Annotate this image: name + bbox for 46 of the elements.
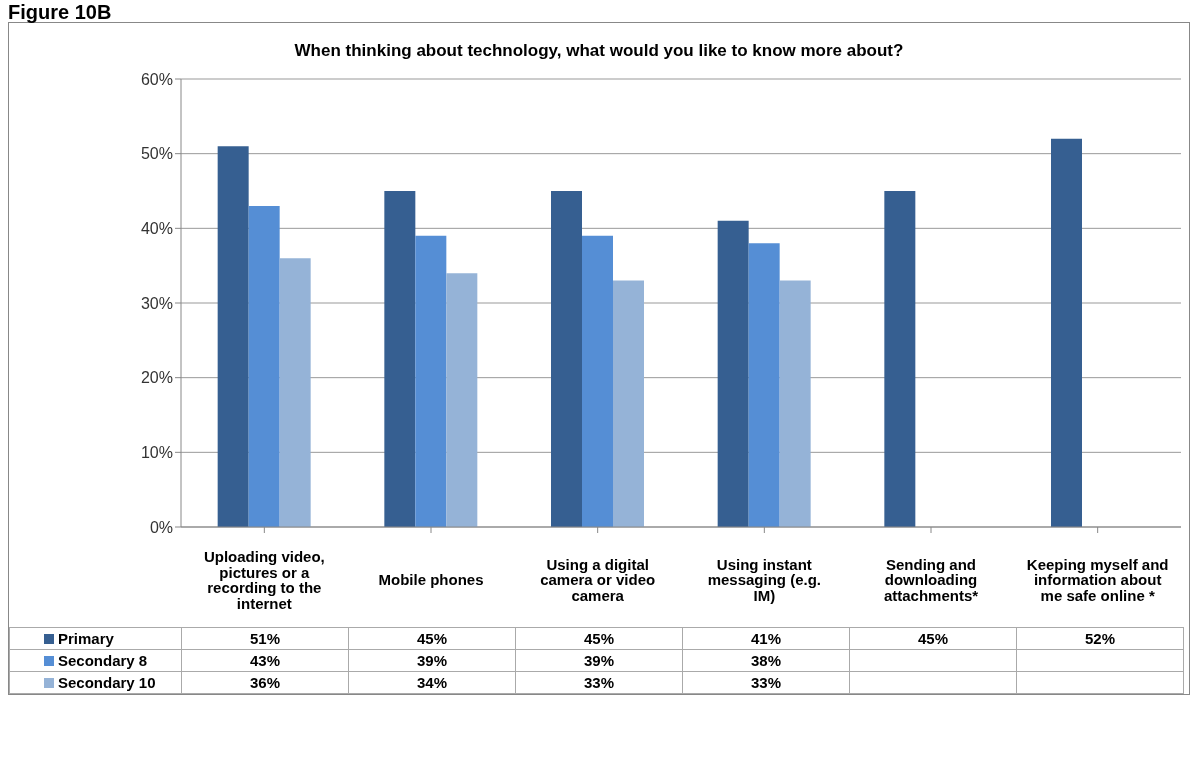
bar bbox=[551, 191, 582, 527]
data-label: 33% bbox=[682, 671, 850, 694]
bar bbox=[717, 220, 749, 527]
data-label: 45% bbox=[515, 627, 683, 650]
data-label: 52% bbox=[1016, 627, 1184, 650]
bar bbox=[248, 205, 280, 527]
bar bbox=[613, 280, 644, 527]
x-tick-label: Using instant messaging (e.g. IM) bbox=[707, 555, 822, 604]
x-tick-label: Sending and downloading attachments* bbox=[883, 555, 979, 604]
y-tick-label: 20% bbox=[140, 369, 173, 387]
legend-label: Secondary 10 bbox=[9, 671, 182, 694]
y-tick-label: 30% bbox=[140, 294, 173, 312]
data-label: 33% bbox=[515, 671, 683, 694]
bar bbox=[279, 258, 311, 527]
x-tick-label: Uploading video, pictures or a recording to the internet bbox=[203, 548, 325, 612]
y-tick-label: 40% bbox=[140, 220, 173, 238]
x-tick-label: Using a digital camera or video camera bbox=[540, 555, 656, 604]
data-label: 41% bbox=[682, 627, 850, 650]
bar bbox=[1051, 138, 1082, 527]
x-tick-label: Keeping myself and information about me safe online * bbox=[1026, 555, 1169, 604]
data-label: 36% bbox=[181, 671, 349, 694]
data-label: 34% bbox=[348, 671, 516, 694]
bar bbox=[446, 273, 478, 527]
chart-title: When thinking about technology, what would you like to know more about? bbox=[293, 40, 905, 62]
data-label: 39% bbox=[348, 649, 516, 672]
bar bbox=[582, 235, 613, 527]
bar bbox=[384, 191, 416, 527]
bar bbox=[884, 191, 916, 527]
legend-label: Secondary 8 bbox=[9, 649, 182, 672]
bar bbox=[748, 243, 780, 527]
y-tick-label: 0% bbox=[149, 518, 173, 536]
data-label: 43% bbox=[181, 649, 349, 672]
data-label: 39% bbox=[515, 649, 683, 672]
data-label: 45% bbox=[348, 627, 516, 650]
bar bbox=[217, 146, 249, 527]
bar bbox=[779, 280, 811, 527]
x-tick-label: Mobile phones bbox=[378, 571, 484, 589]
data-label: 51% bbox=[181, 627, 349, 650]
y-tick-label: 10% bbox=[140, 444, 173, 462]
legend-label: Primary bbox=[9, 627, 182, 650]
y-tick-label: 50% bbox=[140, 145, 173, 163]
caption: Figure 10B bbox=[8, 1, 113, 23]
data-label: 45% bbox=[849, 627, 1017, 650]
bar bbox=[415, 235, 447, 527]
y-tick-label: 60% bbox=[140, 70, 173, 88]
data-label: 38% bbox=[682, 649, 850, 672]
